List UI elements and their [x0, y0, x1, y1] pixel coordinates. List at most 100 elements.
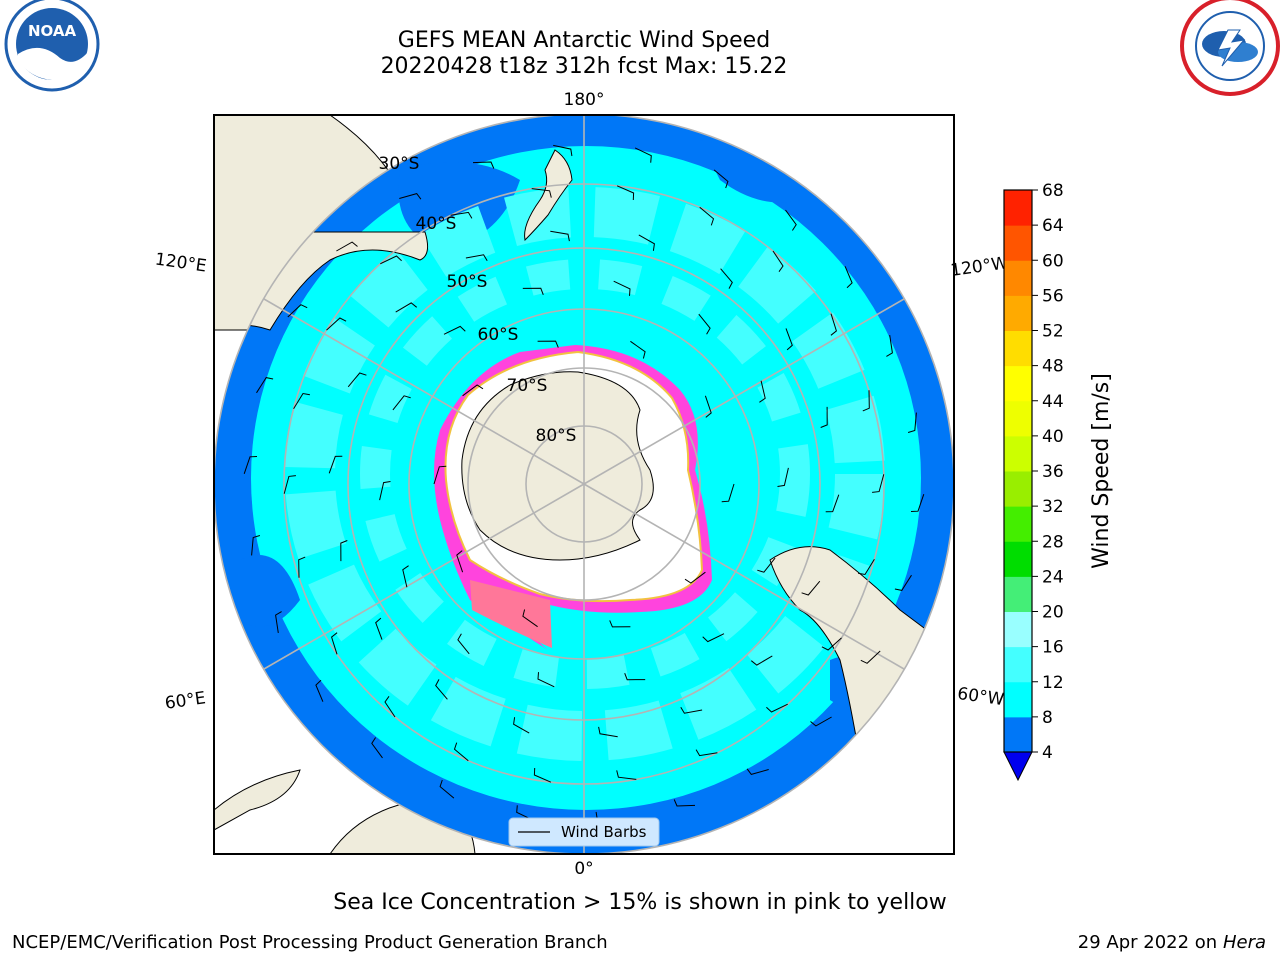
colorbar-segment	[1004, 471, 1032, 507]
wind-barb	[821, 637, 842, 651]
lat-label-30s: 30°S	[379, 154, 420, 174]
colorbar-segment	[1004, 260, 1032, 296]
map-frame	[213, 114, 955, 855]
wind-barb	[553, 144, 573, 157]
longitude-grid	[263, 115, 905, 854]
wind-barb	[533, 767, 552, 783]
wind-barb	[465, 254, 488, 261]
colorbar-segment	[1004, 295, 1032, 331]
wind-barb	[721, 483, 735, 503]
nws-logo	[1180, 0, 1280, 96]
wind-barb	[443, 325, 466, 335]
wind-barb	[785, 328, 793, 351]
wind-barb	[375, 617, 383, 640]
footer-date-text: 29 Apr 2022	[1077, 932, 1190, 953]
lat-label-80s: 80°S	[536, 426, 577, 446]
noaa-logo: NOAA	[4, 0, 100, 92]
wind-barb	[243, 456, 258, 474]
colorbar-tick-label: 40	[1042, 427, 1064, 447]
wind-barb	[750, 655, 773, 666]
wind-barb	[457, 633, 470, 655]
colorbar-extend-arrow	[1003, 751, 1033, 782]
wind-barb	[820, 406, 828, 428]
wind-barb	[531, 188, 552, 198]
colorbar-segment	[1004, 435, 1032, 472]
wind-barb	[275, 611, 282, 633]
colorbar-tick-label: 4	[1042, 743, 1053, 763]
colorbar-tick-label: 56	[1042, 286, 1064, 306]
wind-barb	[616, 185, 635, 201]
footer-host: Hera	[1222, 932, 1266, 953]
wind-barb	[810, 716, 832, 727]
wind-barb	[537, 340, 559, 348]
footer-org: NCEP/EMC/Verification Post Processing Pr…	[12, 932, 608, 953]
wind-barb	[894, 574, 912, 591]
wind-barb	[439, 779, 455, 799]
wind-barb	[624, 673, 646, 681]
wind-barb	[699, 206, 715, 226]
footer-date: 29 Apr 2022 on Hera	[1078, 932, 1266, 953]
new-zealand-land	[524, 149, 573, 242]
wind-barb	[347, 372, 367, 388]
wind-barbs-layer	[243, 144, 925, 824]
wind-barb	[746, 768, 769, 775]
lat-label-70s: 70°S	[507, 376, 548, 396]
wind-barb	[907, 412, 917, 433]
wind-barb	[379, 481, 391, 501]
map-figure: NOAA	[4, 0, 1280, 879]
wind-barb	[298, 556, 306, 578]
lat-label-50s: 50°S	[447, 272, 488, 292]
wind-barb	[395, 302, 418, 313]
colorbar-segment	[1004, 646, 1032, 683]
colorbar-segment	[1004, 576, 1032, 612]
colorbar-tick-label: 44	[1042, 392, 1064, 412]
colorbar-segment	[1004, 611, 1032, 648]
colorbar-tick-label: 16	[1042, 638, 1064, 658]
colorbar-segment	[1004, 190, 1032, 226]
colorbar-tick-label: 8	[1042, 708, 1053, 728]
wind-barb	[402, 565, 409, 588]
wind-barb	[331, 632, 338, 655]
colorbar-label: Wind Speed [m/s]	[1089, 373, 1114, 569]
wind-barb	[462, 384, 484, 397]
wind-barb	[456, 550, 464, 573]
colorbar-segments	[1004, 190, 1032, 753]
wind-barb	[598, 726, 618, 738]
lon-label-120e: 120°E	[154, 250, 208, 277]
wind-barb	[858, 558, 875, 576]
wind-barb	[616, 770, 637, 780]
wind-barb	[613, 280, 631, 296]
wind-barb	[860, 650, 881, 664]
wind-barb	[384, 696, 396, 718]
colorbar-segment	[1004, 716, 1032, 753]
colorbar-tick-label: 60	[1042, 251, 1064, 271]
wind-barb	[392, 395, 411, 411]
wind-barb	[862, 390, 870, 412]
wind-barbs-legend: Wind Barbs	[508, 817, 660, 847]
wind-barb	[293, 392, 310, 410]
wind-barb	[315, 679, 324, 702]
wind-barb	[251, 535, 261, 556]
colorbar-segment	[1004, 681, 1032, 718]
wind-barb	[825, 494, 840, 513]
wind-barb	[872, 474, 885, 493]
wind-barb	[757, 557, 776, 573]
wind-barb	[453, 742, 469, 762]
map-area: 30°S 40°S 50°S 60°S 70°S 80°S Wind Barbs	[214, 115, 954, 854]
lon-label-180: 180°	[564, 90, 605, 110]
legend-label: Wind Barbs	[561, 823, 647, 841]
wind-barb	[399, 193, 422, 200]
wind-barb	[777, 467, 789, 487]
wind-barb	[433, 465, 447, 485]
wind-barb	[713, 169, 729, 189]
wind-barb	[340, 540, 348, 562]
wind-barb	[772, 250, 784, 272]
wind-barb	[704, 395, 712, 418]
wind-barb	[522, 287, 544, 295]
colorbar-tick-label: 12	[1042, 673, 1064, 693]
wind-barb	[844, 266, 853, 289]
colorbar-segment	[1004, 400, 1032, 437]
colorbar-segment	[1004, 330, 1032, 367]
wind-zone-12-16	[285, 187, 885, 761]
